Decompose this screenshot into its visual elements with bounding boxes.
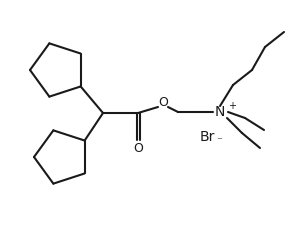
Text: Br: Br	[200, 130, 215, 144]
Text: N: N	[215, 105, 225, 119]
Text: ⁻: ⁻	[216, 136, 222, 146]
Text: O: O	[158, 95, 168, 108]
Text: O: O	[133, 142, 143, 155]
Text: +: +	[228, 101, 236, 111]
